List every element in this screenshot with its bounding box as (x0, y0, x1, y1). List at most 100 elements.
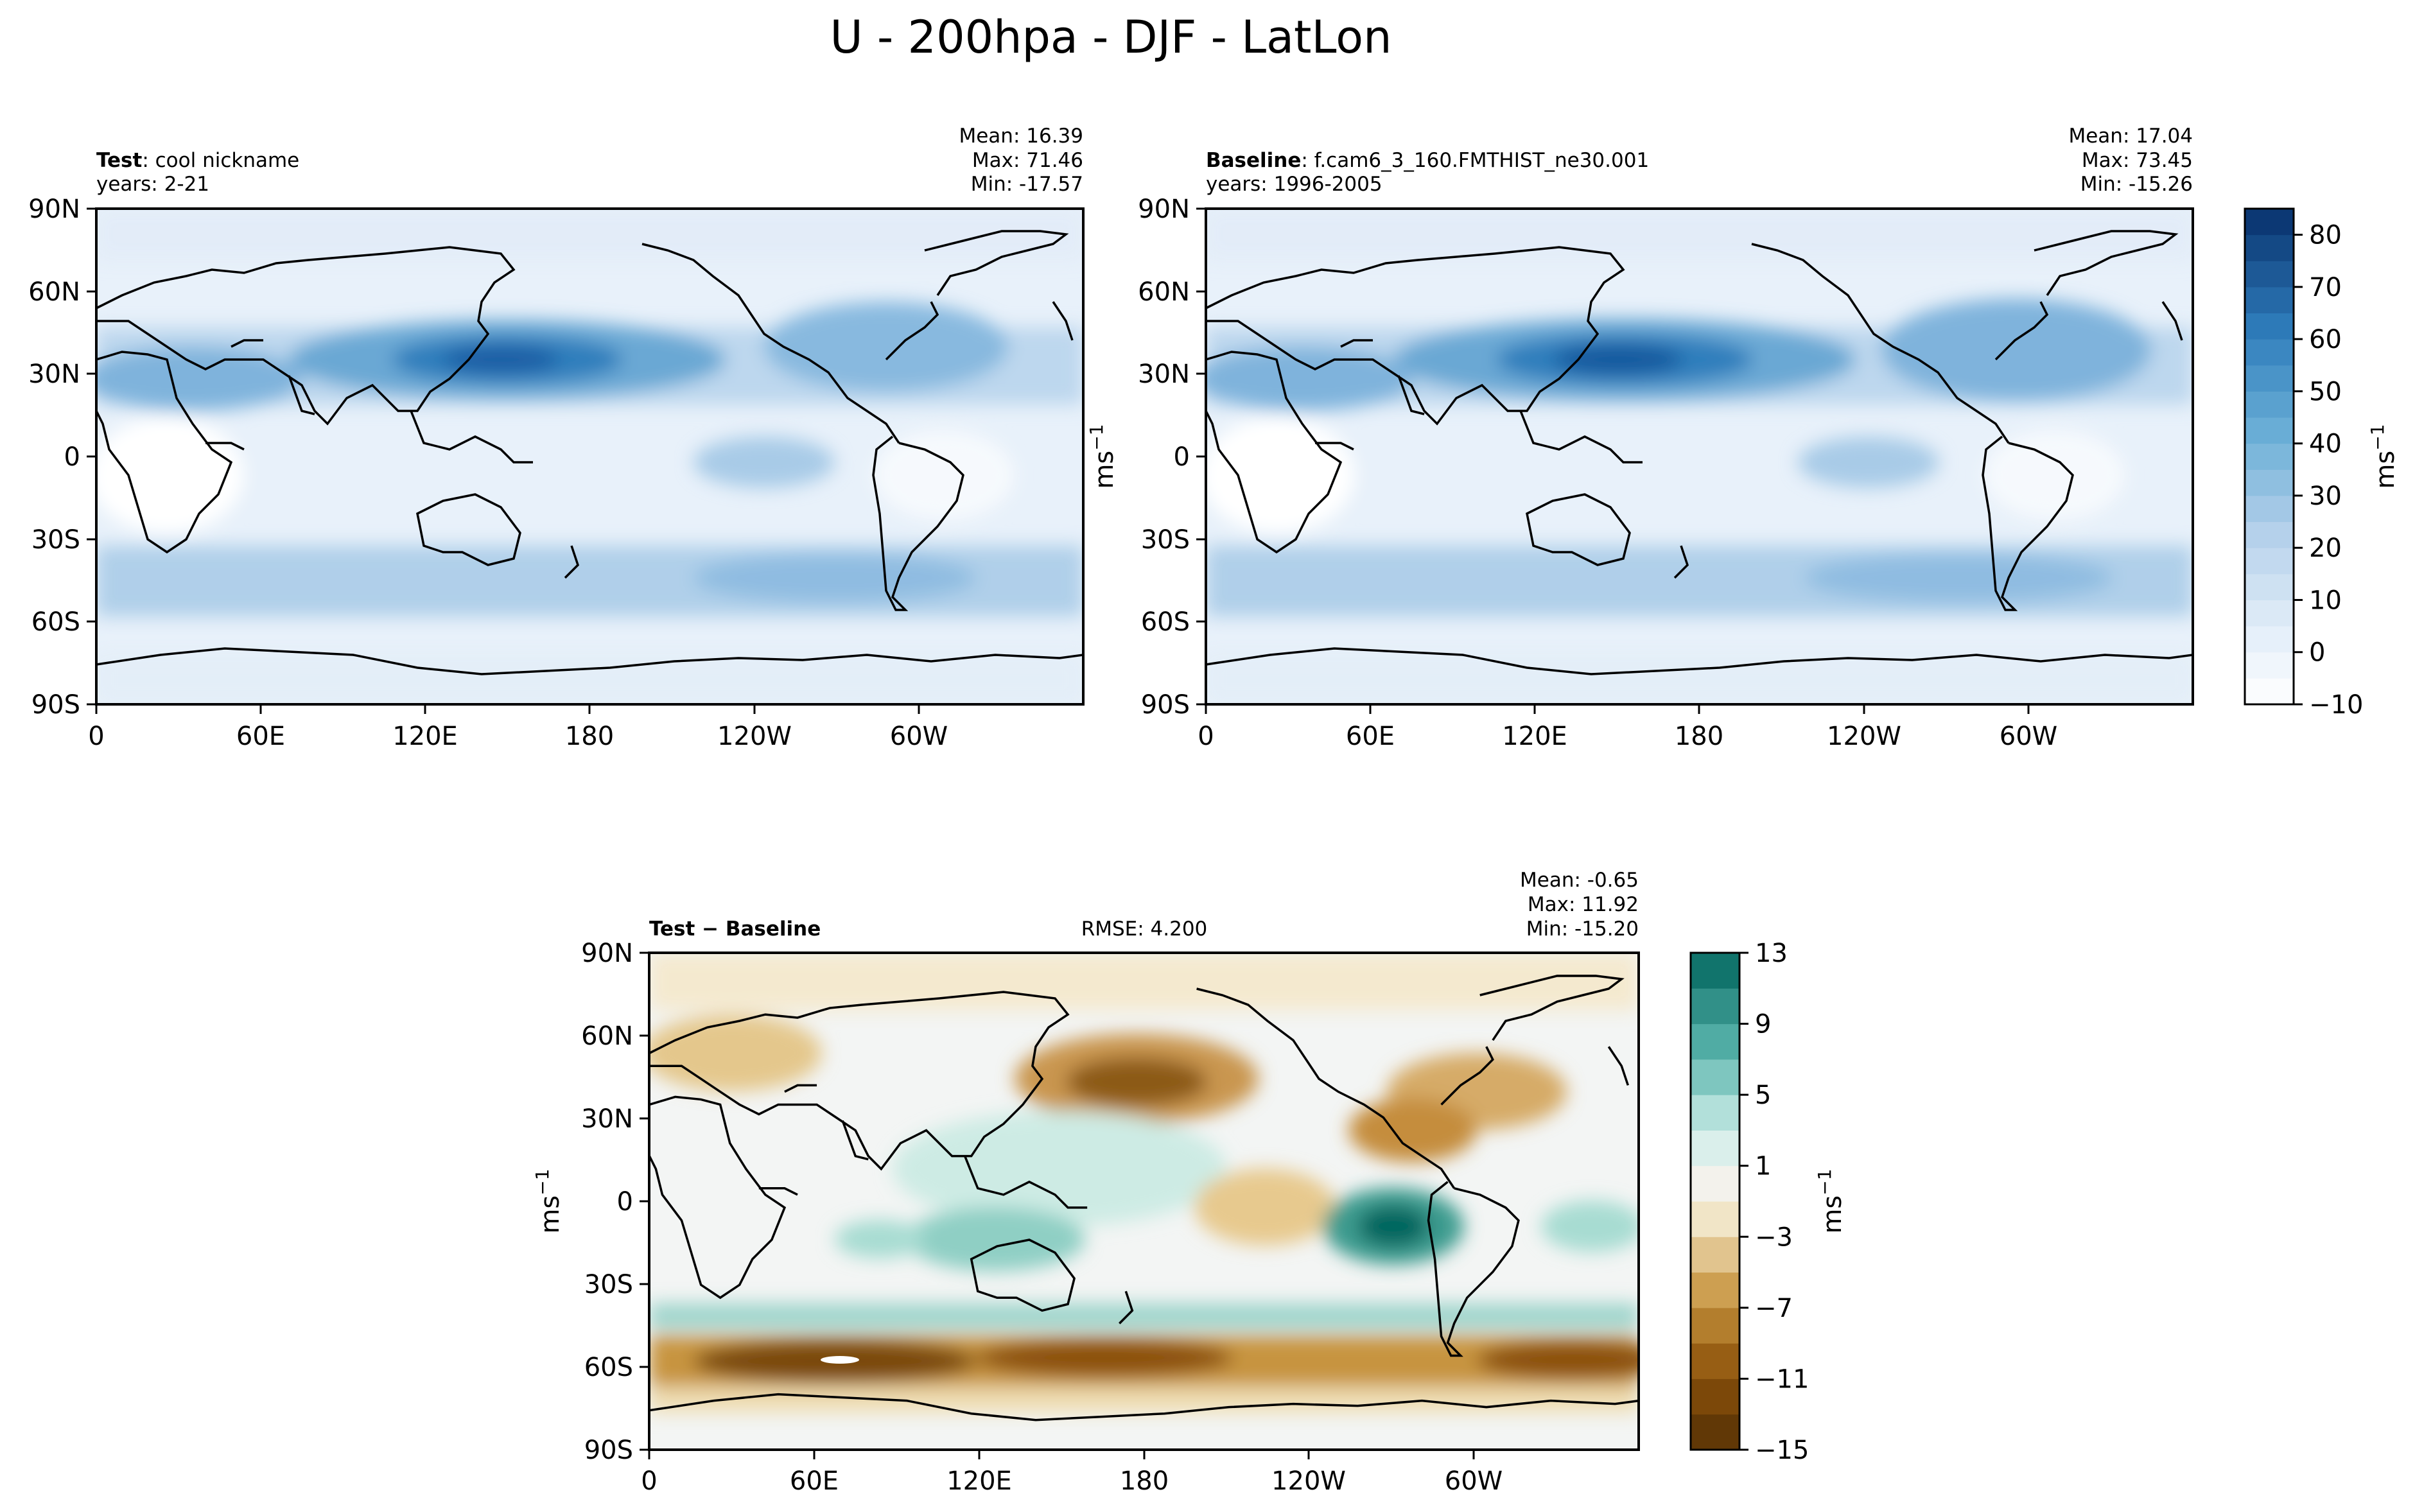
y-tick-label: 30S (31, 525, 80, 555)
panel-label: Test: cool nickname (96, 149, 299, 172)
x-tick-label: 120W (1271, 1466, 1346, 1496)
colorbar-ticks: 80 70 60 50 40 30 20 10 0 −10 (2294, 221, 2363, 720)
colorbar-band (2245, 626, 2294, 653)
y-tick-label: 60S (31, 607, 80, 637)
y-unit-label: ms−1 (532, 1169, 565, 1233)
x-axis: 0 60E 120E 180 120W 60W (88, 704, 948, 751)
stat-min: Min: -17.57 (971, 173, 1083, 196)
map-field (649, 953, 1639, 1450)
y-tick-label: 90N (28, 195, 80, 224)
x-tick-label: 60W (890, 722, 948, 751)
colorbar-band (1691, 1307, 1739, 1344)
y-tick-label: 0 (617, 1187, 633, 1217)
y-tick-label: 90S (31, 690, 80, 720)
panel-label: Baseline: f.cam6_3_160.FMTHIST_ne30.001 (1206, 149, 1649, 172)
x-tick-label: 0 (88, 722, 104, 751)
y-axis: 90N 60N 30N 0 30S 60S 90S (1138, 195, 1206, 720)
y-tick-label: 90S (584, 1436, 633, 1465)
x-tick-label: 60E (1346, 722, 1395, 751)
colorbar-band (1691, 953, 1739, 989)
stat-mean: Mean: 17.04 (2068, 125, 2193, 148)
colorbar-bands (2245, 209, 2294, 705)
colorbar-ticks: 13 9 5 1 −3 −7 −11 −15 (1739, 939, 1809, 1465)
coastlines (1206, 230, 2193, 675)
colorbar-frame (2244, 207, 2295, 706)
colorbar-band (2245, 313, 2294, 340)
colorbar-tick-label: 20 (2309, 534, 2342, 563)
colorbar-band (2245, 391, 2294, 418)
colorbar-band (2245, 573, 2294, 600)
stat-max: Max: 71.46 (972, 149, 1083, 172)
colorbar-band (1691, 1272, 1739, 1308)
x-tick-label: 60W (2000, 722, 2057, 751)
colorbar-tick-label: −11 (1755, 1364, 1809, 1394)
panel-baseline: Baseline: f.cam6_3_160.FMTHIST_ne30.001 … (1138, 125, 2400, 751)
colorbar-tick-label: 13 (1755, 939, 1788, 968)
x-tick-label: 120E (946, 1466, 1012, 1496)
x-tick-label: 180 (565, 722, 614, 751)
colorbar-band (2245, 469, 2294, 496)
colorbar-tick-label: 50 (2309, 377, 2342, 406)
y-axis: 90N 60N 30N 0 30S 60S 90S (28, 195, 96, 720)
x-tick-label: 180 (1120, 1466, 1169, 1496)
colorbar-band (2245, 261, 2294, 288)
x-tick-label: 0 (641, 1466, 657, 1496)
map-field (96, 209, 1083, 704)
colorbar-band (2245, 495, 2294, 523)
y-tick-label: 60S (1141, 607, 1190, 637)
panel-years: years: 1996-2005 (1206, 173, 1382, 196)
panel-difference: Test − Baseline RMSE: 4.200 Mean: -0.65 … (532, 869, 1847, 1496)
x-tick-label: 120E (1502, 722, 1567, 751)
panel-test: Test: cool nickname years: 2-21 Mean: 16… (28, 125, 1085, 751)
colorbar-band (1691, 1165, 1739, 1202)
colorbar-blues: 80 70 60 50 40 30 20 10 0 −10 ms−1 (2244, 207, 2400, 720)
y-tick-label: 0 (1174, 442, 1190, 472)
colorbar-frame (1689, 952, 1741, 1451)
map-field (1206, 209, 2193, 704)
y-tick-label: 30S (584, 1270, 633, 1299)
colorbar-bands (1691, 953, 1739, 1450)
colorbar-tick-label: 70 (2309, 273, 2342, 302)
x-axis: 0 60E 120E 180 120W 60W (1198, 704, 2057, 751)
colorbar-tick-label: 5 (1755, 1081, 1771, 1110)
colorbar-tick-label: −10 (2309, 690, 2363, 720)
y-tick-label: 0 (64, 442, 80, 472)
figure-title: U - 200hpa - DJF - LatLon (830, 11, 1392, 64)
colorbar-band (1691, 1237, 1739, 1273)
colorbar-band (2245, 443, 2294, 470)
y-tick-label: 60N (1138, 277, 1190, 307)
y-tick-label: 30S (1141, 525, 1190, 555)
x-tick-label: 180 (1675, 722, 1723, 751)
unit-label-middle: ms−1 (1086, 424, 1119, 489)
colorbar-tick-label: 60 (2309, 325, 2342, 354)
coastlines (96, 230, 1083, 675)
colorbar-band (2245, 417, 2294, 444)
colorbar-band (2245, 234, 2294, 261)
panel-years: years: 2-21 (96, 173, 209, 196)
panel-label: Test − Baseline (649, 917, 821, 941)
stat-min: Min: -15.26 (2080, 173, 2193, 196)
colorbar-band (1691, 1130, 1739, 1167)
colorbar-unit: ms−1 (2367, 424, 2400, 489)
colorbar-band (2245, 600, 2294, 627)
colorbar-tick-label: −7 (1755, 1294, 1793, 1323)
colorbar-band (2245, 339, 2294, 366)
y-tick-label: 60S (584, 1353, 633, 1382)
stat-mean: Mean: 16.39 (959, 125, 1083, 148)
colorbar-tick-label: 80 (2309, 221, 2342, 250)
colorbar-band (2245, 365, 2294, 392)
colorbar-tick-label: 10 (2309, 586, 2342, 615)
y-tick-label: 60N (28, 277, 80, 307)
x-tick-label: 120W (717, 722, 792, 751)
coastlines (649, 975, 1639, 1421)
colorbar-band (1691, 1023, 1739, 1060)
y-tick-label: 60N (581, 1021, 633, 1051)
x-tick-label: 0 (1198, 722, 1214, 751)
colorbar-tick-label: 30 (2309, 482, 2342, 511)
stat-max: Max: 11.92 (1528, 893, 1639, 916)
x-tick-label: 120E (392, 722, 458, 751)
colorbar-band (2245, 286, 2294, 314)
colorbar-band (1691, 988, 1739, 1025)
stat-max: Max: 73.45 (2082, 149, 2193, 172)
